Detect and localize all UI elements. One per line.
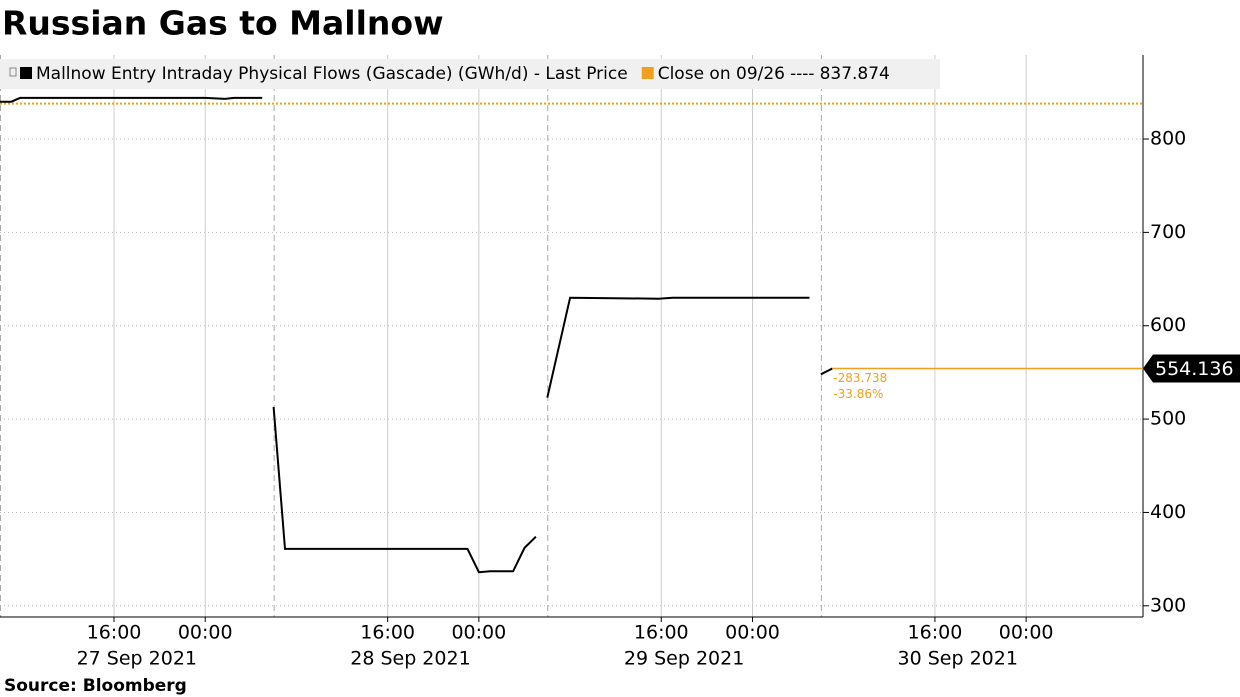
legend-swatch [641, 67, 654, 79]
x-tick-label: 16:00 [87, 622, 142, 644]
x-day-label: 28 Sep 2021 [350, 648, 470, 670]
legend-value: 837.874 [820, 64, 890, 84]
legend: Mallnow Entry Intraday Physical Flows (G… [9, 64, 890, 84]
y-tick-label: 400 [1150, 501, 1186, 523]
legend-icon [9, 67, 17, 77]
x-day-label: 29 Sep 2021 [624, 648, 744, 670]
x-day-label: 30 Sep 2021 [898, 648, 1018, 670]
x-day-label: 27 Sep 2021 [77, 648, 197, 670]
source: Source: Bloomberg [4, 676, 187, 696]
x-tick-label: 00:00 [178, 622, 233, 644]
y-tick-label: 700 [1150, 221, 1186, 243]
x-tick-label: 00:00 [451, 622, 506, 644]
change-label: -283.738 [833, 371, 887, 385]
series-line [0, 96, 833, 574]
y-tick-label: 300 [1150, 594, 1186, 616]
y-tick-label: 800 [1150, 128, 1186, 150]
chart-title: Russian Gas to Mallnow [2, 4, 444, 43]
last-price-label: 554.136 [1155, 358, 1234, 380]
legend-dash: ---- [790, 64, 815, 84]
x-tick-label: 16:00 [360, 622, 415, 644]
y-tick-label: 500 [1150, 408, 1186, 430]
legend-swatch [20, 67, 32, 79]
legend-box [0, 59, 940, 89]
y-tick-label: 600 [1150, 314, 1186, 336]
last-price-tag [1143, 354, 1240, 383]
x-tick-label: 00:00 [725, 622, 780, 644]
change-pct-label: -33.86% [833, 387, 883, 401]
legend-label: Mallnow Entry Intraday Physical Flows (G… [36, 64, 628, 84]
x-tick-label: 00:00 [999, 622, 1054, 644]
legend-label: Close on 09/26 [658, 64, 785, 84]
x-tick-label: 16:00 [634, 622, 689, 644]
x-tick-label: 16:00 [908, 622, 963, 644]
